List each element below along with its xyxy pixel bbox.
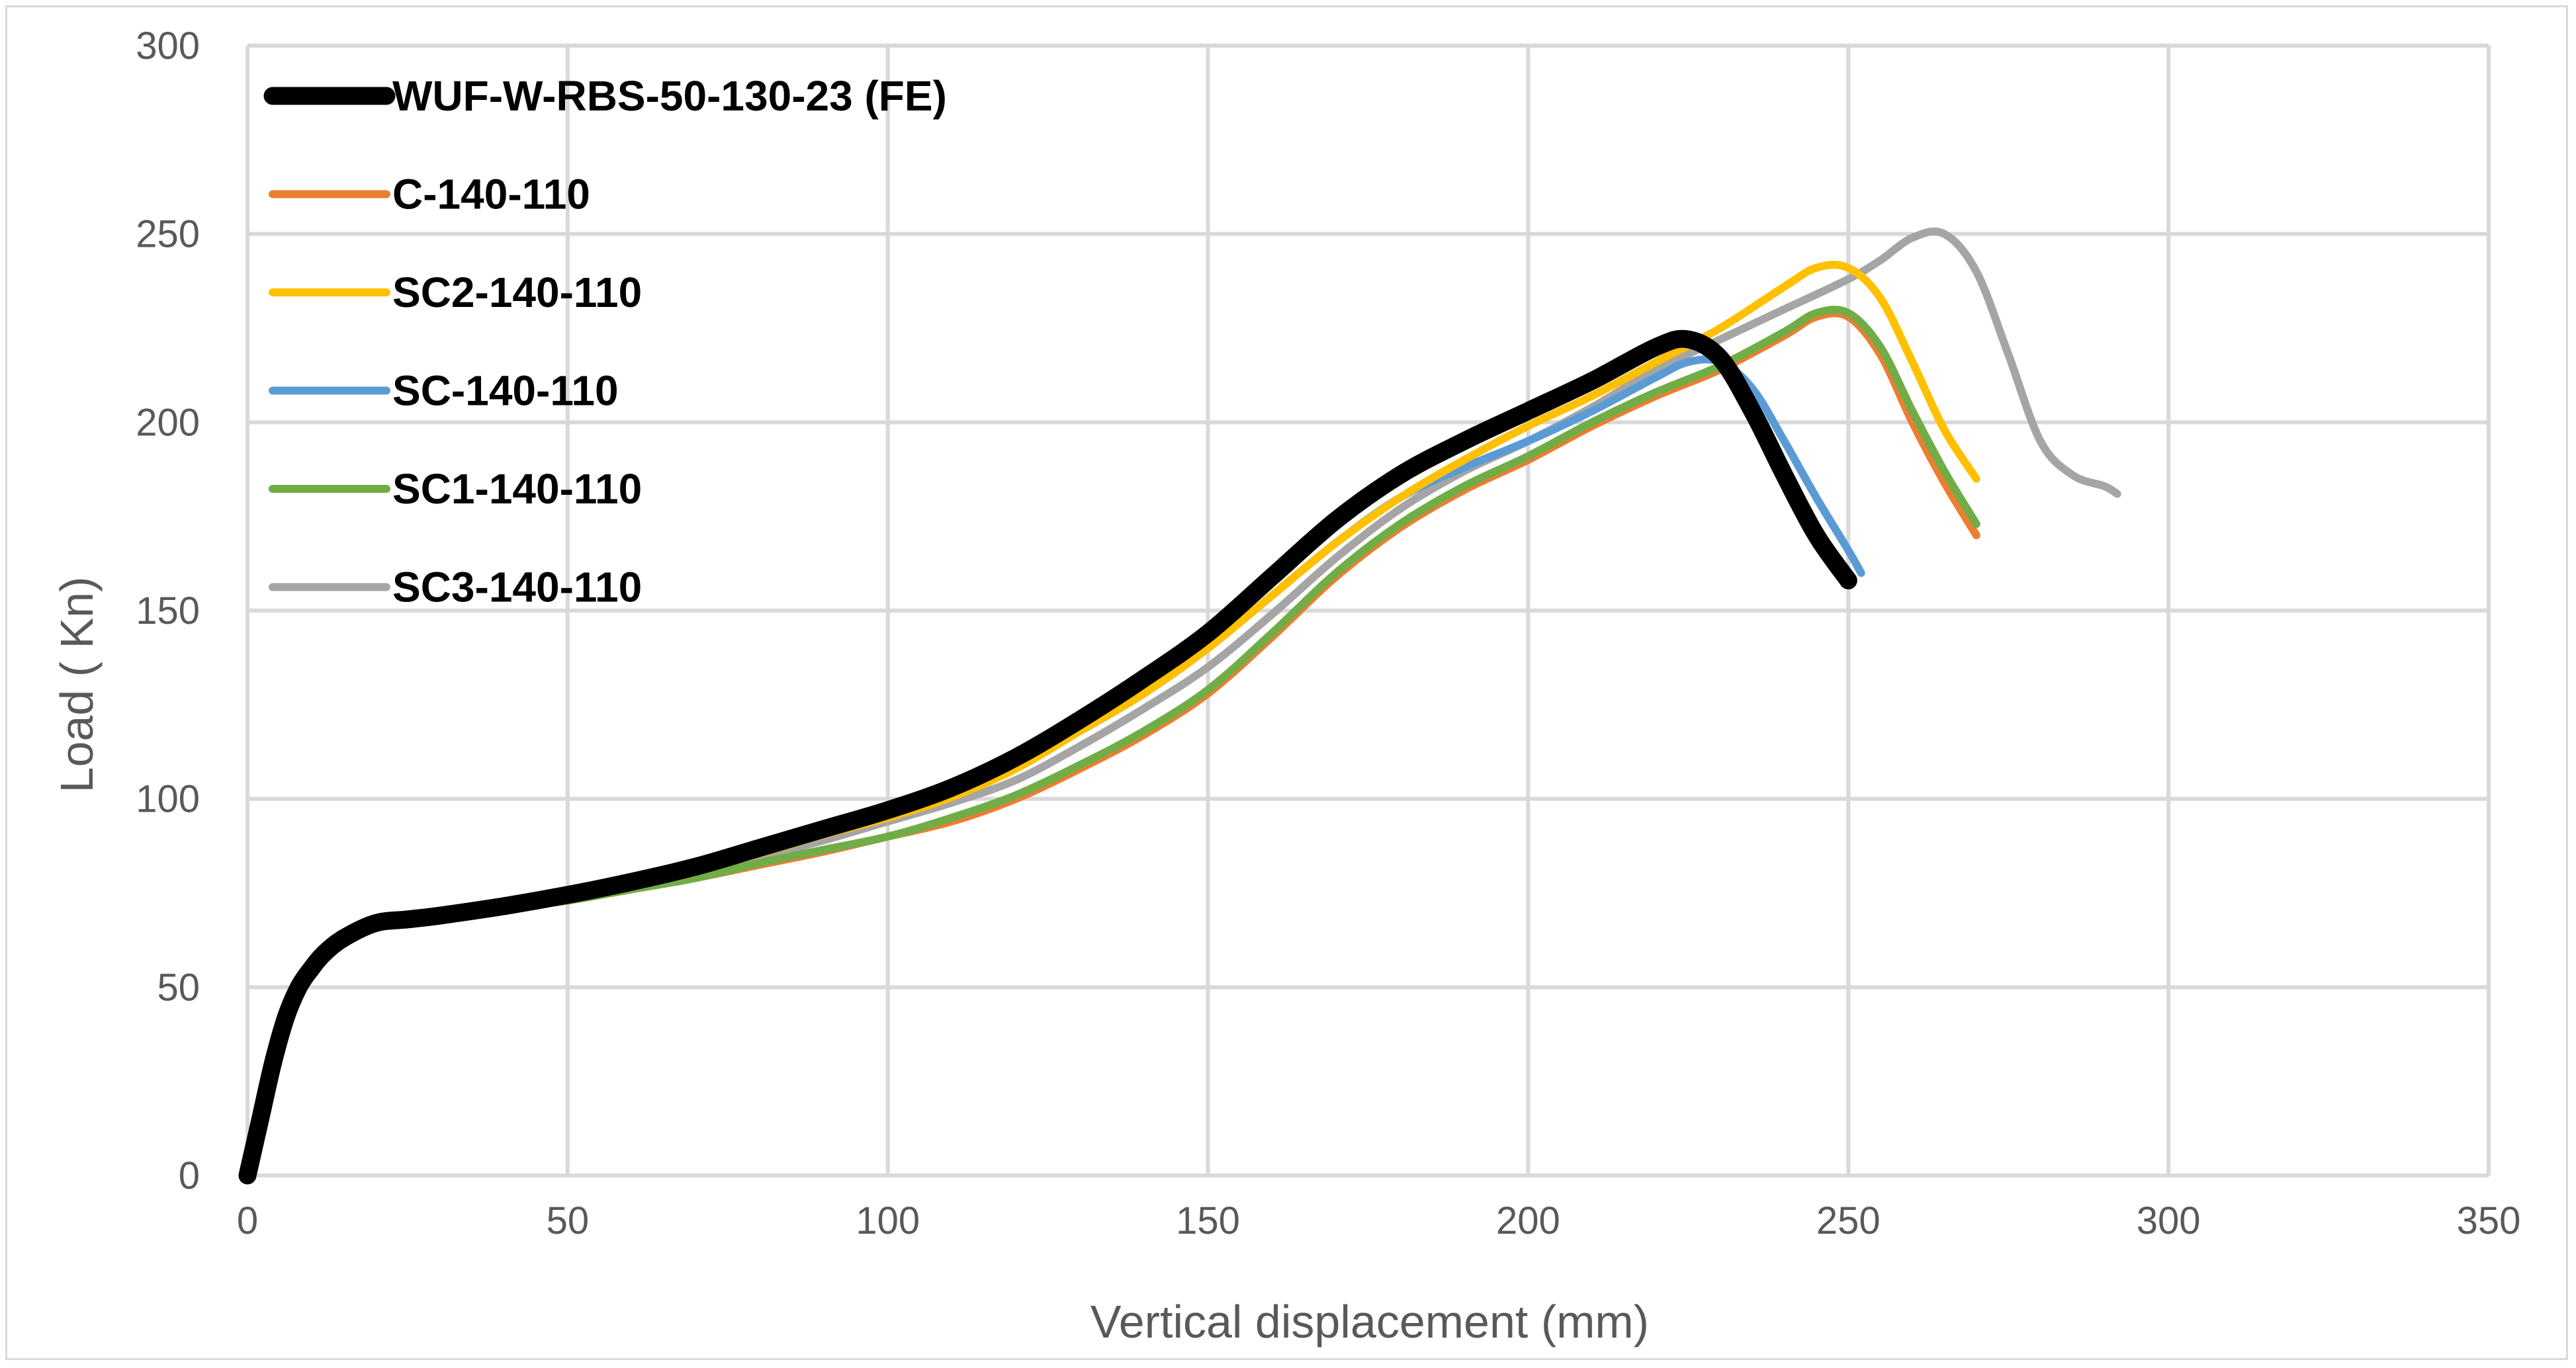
- grid-lines: [245, 44, 2491, 1177]
- y-axis-title: Load ( Kn): [51, 577, 103, 793]
- x-tick-label: 350: [2457, 1199, 2521, 1242]
- y-tick-label: 300: [136, 24, 200, 67]
- x-tick-label: 200: [1496, 1199, 1560, 1242]
- legend-label-4: SC1-140-110: [392, 465, 642, 513]
- x-tick-label: 150: [1176, 1199, 1240, 1242]
- x-axis-ticks: 0 50 100 150 200 250 300 350: [237, 1199, 2521, 1242]
- y-tick-label: 200: [136, 401, 200, 444]
- y-tick-label: 0: [179, 1154, 200, 1197]
- x-tick-label: 0: [237, 1199, 258, 1242]
- series-line-0: [238, 329, 1857, 1185]
- x-tick-label: 250: [1816, 1199, 1881, 1242]
- legend-label-2: SC2-140-110: [392, 269, 642, 316]
- legend: WUF-W-RBS-50-130-23 (FE) C-140-110 SC2-140…: [263, 72, 947, 611]
- x-tick-label: 300: [2137, 1199, 2201, 1242]
- x-axis-title: Vertical displacement (mm): [1090, 1296, 1649, 1347]
- legend-label-0: WUF-W-RBS-50-130-23 (FE): [392, 72, 947, 120]
- y-tick-label: 150: [136, 589, 200, 632]
- legend-label-5: SC3-140-110: [392, 564, 642, 611]
- x-tick-label: 100: [856, 1199, 920, 1242]
- chart-area: [5, 5, 2568, 1360]
- y-tick-label: 50: [157, 966, 200, 1009]
- x-tick-label: 50: [547, 1199, 590, 1242]
- legend-label-3: SC-140-110: [392, 367, 619, 415]
- y-axis-ticks: 0 50 100 150 200 250 300: [136, 24, 200, 1197]
- legend-label-1: C-140-110: [392, 171, 590, 218]
- series-line-4: [244, 306, 1980, 1179]
- y-tick-label: 100: [136, 778, 200, 821]
- y-tick-label: 250: [136, 213, 200, 256]
- series-layer: [238, 227, 2121, 1185]
